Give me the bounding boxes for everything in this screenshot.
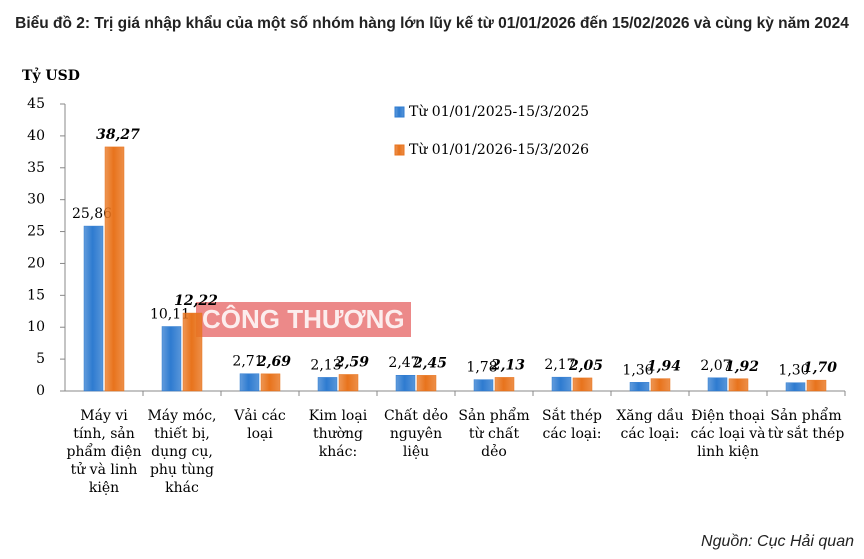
bar [494,377,515,392]
value-label: 38,27 [96,127,140,143]
bar [785,382,806,392]
y-tick-label: 45 [27,96,45,112]
bar [629,382,650,392]
legend-swatch [394,106,405,118]
y-tick-label: 15 [27,287,45,303]
y-tick-label: 35 [27,160,45,176]
y-tick-label: 30 [27,192,45,208]
bar [572,377,593,392]
value-label: 2,05 [568,358,603,374]
bar [551,376,572,392]
bar [104,146,125,392]
x-tick-label: Kim loại thường khác: [308,408,368,460]
y-tick-label: 0 [36,383,45,399]
legend-swatch [394,144,405,156]
bar [260,373,281,392]
legend-label: Từ 01/01/2026-15/3/2026 [409,142,589,158]
y-tick-label: 5 [36,351,45,367]
y-tick-label: 25 [27,224,45,240]
value-label: 2,45 [412,355,447,371]
x-tick-label: Sản phẩm từ chất dẻo [458,408,530,460]
legend-label: Từ 01/01/2025-15/3/2025 [409,104,589,120]
value-label: 2,59 [334,354,369,370]
bar [83,225,104,392]
bar [161,326,182,392]
x-tick-label: Vải các loại [234,408,286,442]
value-label: 2,71 [232,354,263,370]
source: Nguồn: Cục Hải quan [701,533,854,550]
x-tick-label: Máy móc, thiết bị, dụng cụ, phụ tùng khá… [147,408,217,496]
value-label: 2,47 [388,355,419,371]
y-tick-label: 10 [27,319,45,335]
y-axis-label: Tỷ USD [22,67,80,84]
x-tick-label: Điện thoại các loại và linh kiện [690,408,766,460]
value-label: 2,07 [700,358,731,374]
watermark: CÔNG THƯƠNG [196,302,411,337]
bar [239,373,260,392]
bar [806,379,827,392]
chart-title: Biểu đồ 2: Trị giá nhập khẩu của một số … [15,15,849,32]
bar [317,377,338,392]
bar [707,377,728,392]
value-label: 2,13 [310,357,341,373]
value-label: 10,11 [150,307,190,323]
y-tick-label: 20 [27,255,45,271]
y-tick-label: 40 [27,128,45,144]
value-label: 1,70 [803,360,837,376]
value-label: 2,69 [256,354,291,370]
bar [650,378,671,392]
x-tick-label: Chất dẻo nguyên liệu [383,408,449,460]
bar [473,379,494,392]
bar [338,374,359,392]
value-label: 1,78 [466,360,497,376]
x-tick-label: Sắt thép các loại: [542,408,602,442]
value-label: 2,17 [544,357,575,373]
value-label: 1,30 [778,363,809,379]
value-label: 25,86 [72,206,112,222]
bar [728,378,749,392]
value-label: 2,13 [490,357,525,373]
value-label: 1,94 [647,359,681,375]
bar [395,374,416,392]
value-label: 12,22 [174,293,218,309]
x-tick-label: Máy vi tính, sản phẩm điện tử và linh ki… [66,408,142,496]
bar [182,312,203,392]
bar [416,375,437,392]
value-label: 1,92 [725,359,759,375]
x-tick-label: Xăng dầu các loại: [616,408,684,442]
value-label: 1,36 [622,362,653,378]
x-tick-label: Sản phẩm từ sắt thép [767,408,845,442]
